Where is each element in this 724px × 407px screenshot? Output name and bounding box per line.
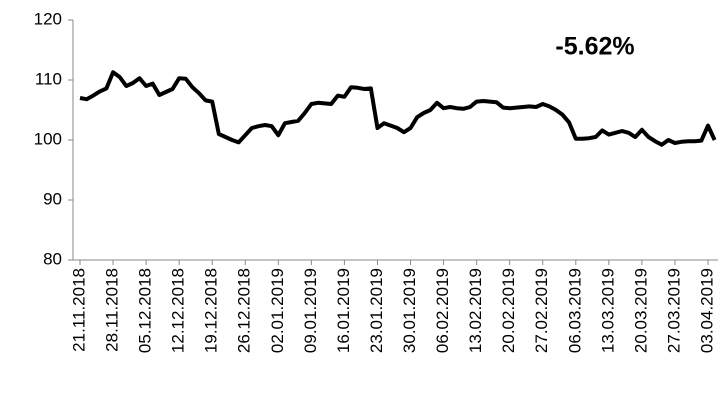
x-tick-label: 09.01.2019 — [301, 268, 320, 353]
x-tick-label: 26.12.2018 — [235, 268, 254, 353]
x-tick-label: 12.12.2018 — [169, 268, 188, 353]
x-tick-label: 21.11.2018 — [69, 268, 88, 352]
x-tick-label: 13.03.2019 — [598, 268, 617, 353]
y-tick-label: 80 — [43, 249, 62, 268]
x-tick-label: 05.12.2018 — [136, 268, 155, 353]
x-tick-label: 30.01.2019 — [400, 268, 419, 353]
x-tick-label: 20.03.2019 — [631, 268, 650, 353]
annotation: -5.62% — [555, 33, 634, 61]
y-tick-label: 100 — [34, 129, 62, 148]
x-tick-label: 20.02.2019 — [499, 268, 518, 353]
x-tick-label: 06.02.2019 — [433, 268, 452, 353]
y-tick-label: 120 — [34, 9, 62, 28]
y-tick-label: 110 — [35, 69, 62, 88]
x-tick-label: 19.12.2018 — [202, 268, 221, 353]
x-tick-label: 06.03.2019 — [565, 268, 584, 353]
x-tick-label: 28.11.2018 — [103, 268, 122, 352]
x-tick-label: 16.01.2019 — [334, 268, 353, 353]
y-tick-label: 90 — [43, 189, 62, 208]
x-tick-label: 27.03.2019 — [664, 268, 683, 353]
x-tick-label: 13.02.2019 — [466, 268, 485, 353]
x-tick-label: 23.01.2019 — [367, 268, 386, 353]
x-tick-label: 03.04.2019 — [697, 268, 716, 353]
x-tick-label: 27.02.2019 — [532, 268, 551, 353]
line — [79, 70, 717, 147]
x-tick-label: 02.01.2019 — [268, 268, 287, 353]
